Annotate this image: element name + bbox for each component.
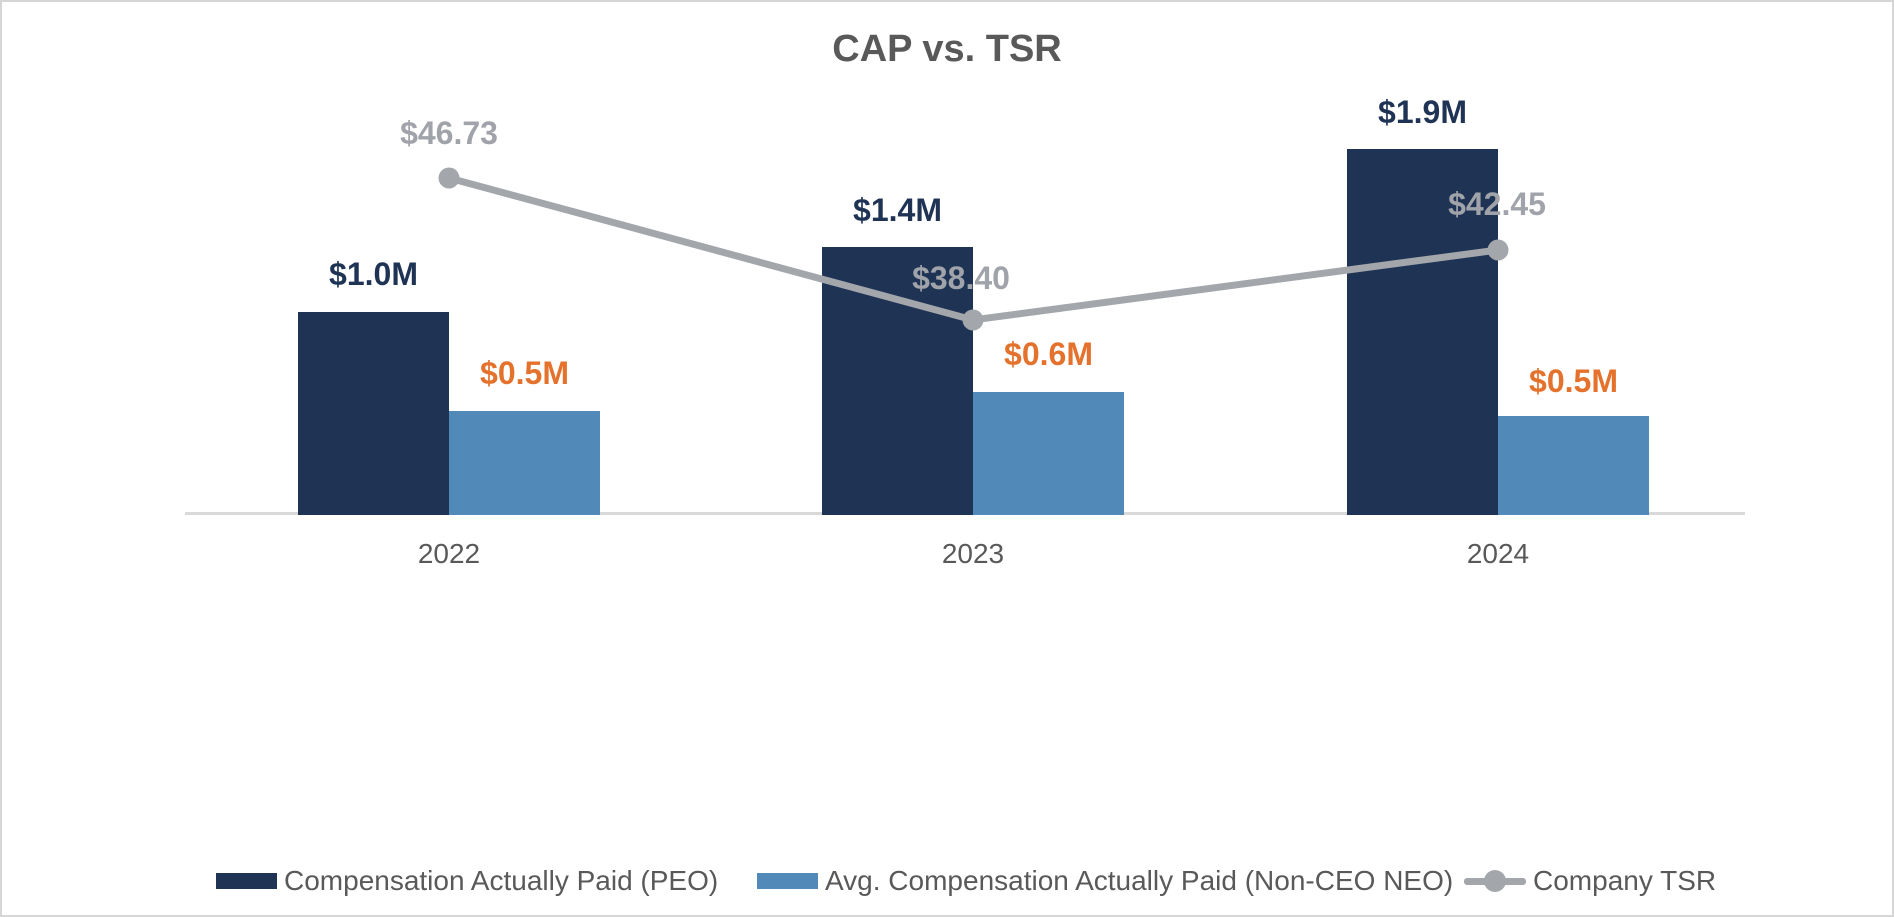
- tsr-marker: [438, 167, 460, 189]
- legend-item-tsr: Company TSR: [1464, 864, 1716, 898]
- legend-item-peo: Compensation Actually Paid (PEO): [216, 864, 718, 898]
- tsr-marker: [962, 309, 984, 331]
- x-axis-category-label: 2023: [941, 538, 1005, 569]
- tsr-dot-icon: [1484, 870, 1506, 892]
- neo-bar: [449, 411, 600, 515]
- tsr-line-icon: [1464, 870, 1526, 892]
- tsr-value-label: $42.45: [1448, 186, 1546, 222]
- neo-swatch-icon: [757, 873, 818, 889]
- legend-label-tsr: Company TSR: [1533, 865, 1717, 896]
- neo-bar: [973, 392, 1124, 515]
- tsr-marker: [1487, 239, 1509, 261]
- peo-value-label: $1.0M: [329, 256, 418, 292]
- peo-bar: [298, 312, 449, 515]
- peo-value-label: $1.9M: [1378, 94, 1467, 130]
- peo-bar: [822, 247, 973, 515]
- legend-item-neo: Avg. Compensation Actually Paid (Non-CEO…: [757, 864, 1453, 898]
- peo-value-label: $1.4M: [853, 192, 942, 228]
- legend-label-peo: Compensation Actually Paid (PEO): [284, 865, 719, 896]
- peo-bar: [1347, 149, 1498, 515]
- x-axis-category-label: 2022: [417, 538, 481, 569]
- legend-label-neo: Avg. Compensation Actually Paid (Non-CEO…: [825, 865, 1454, 896]
- neo-value-label: $0.5M: [480, 355, 569, 391]
- peo-swatch-icon: [216, 873, 277, 889]
- neo-bar: [1498, 416, 1649, 515]
- neo-value-label: $0.5M: [1529, 363, 1618, 399]
- tsr-value-label: $38.40: [912, 260, 1010, 296]
- x-axis-category-label: 2024: [1466, 538, 1530, 569]
- neo-value-label: $0.6M: [1004, 336, 1093, 372]
- chart-title: CAP vs. TSR: [832, 28, 1062, 70]
- tsr-value-label: $46.73: [400, 115, 498, 151]
